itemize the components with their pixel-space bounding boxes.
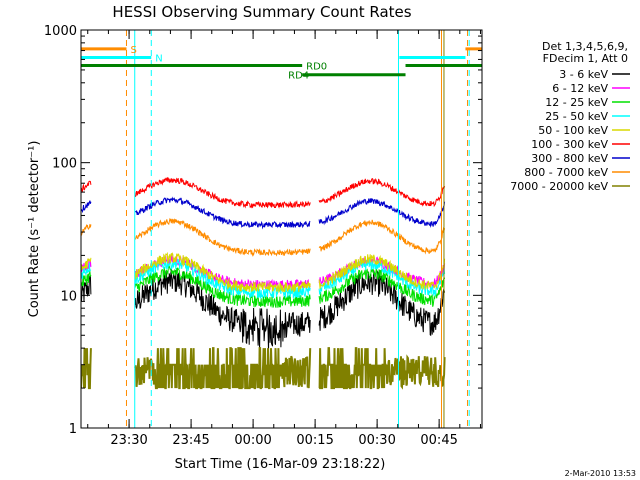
x-tick-label-0: 23:30 [110,433,147,448]
legend-header-1: FDecim 1, Att 0 [543,52,628,65]
y-tick-label-3: 1000 [44,24,77,39]
legend-header-0: Det 1,3,4,5,6,9, [542,40,628,53]
series-line-8 [81,347,446,390]
x-axis-title: Start Time (16-Mar-09 23:18:22) [175,457,386,472]
series-line-7 [81,217,446,257]
interval-label-2: RD0 [306,62,327,73]
legend-entry-0: 3 - 6 keV [559,68,608,81]
timestamp-stamp: 2-Mar-2010 13:53 [565,469,636,478]
y-tick-label-1: 10 [60,289,77,304]
x-tick-label-5: 00:45 [420,433,457,448]
axis-ticks: 23:30 23:45 00:00 00:15 00:30 00:45 1 10 100 1000 [44,24,482,448]
x-tick-label-3: 00:15 [296,433,333,448]
series-line-6 [81,196,446,230]
plot-frame [80,29,483,429]
legend-entry-5: 100 - 300 keV [531,138,608,151]
y-tick-label-2: 100 [52,157,77,172]
legend-entry-2: 12 - 25 keV [545,96,608,109]
legend-entry-6: 300 - 800 keV [531,152,608,165]
interval-label-3: RD4 [288,71,309,82]
x-tick-label-4: 00:30 [358,433,395,448]
series-line-5 [81,176,446,209]
legend-entry-3: 25 - 50 keV [545,110,608,123]
legend-entry-7: 800 - 7000 keV [524,166,608,179]
y-axis-title: Count Rate (s⁻¹ detector⁻¹) [27,141,42,318]
y-tick-label-0: 1 [69,422,77,437]
legend-entry-4: 50 - 100 keV [538,124,608,137]
legend-entry-1: 6 - 12 keV [552,82,608,95]
x-tick-label-1: 23:45 [172,433,209,448]
interval-label-1: N [155,54,162,65]
legend: Det 1,3,4,5,6,9,FDecim 1, Att 0 3 - 6 keV… [510,40,630,193]
legend-entry-8: 7000 - 20000 keV [510,180,608,193]
interval-label-0: S [130,45,136,56]
series-line-4 [81,251,446,294]
series-layer [81,176,446,390]
chart-title: HESSI Observing Summary Count Rates [112,3,411,21]
x-tick-label-2: 00:00 [234,433,271,448]
